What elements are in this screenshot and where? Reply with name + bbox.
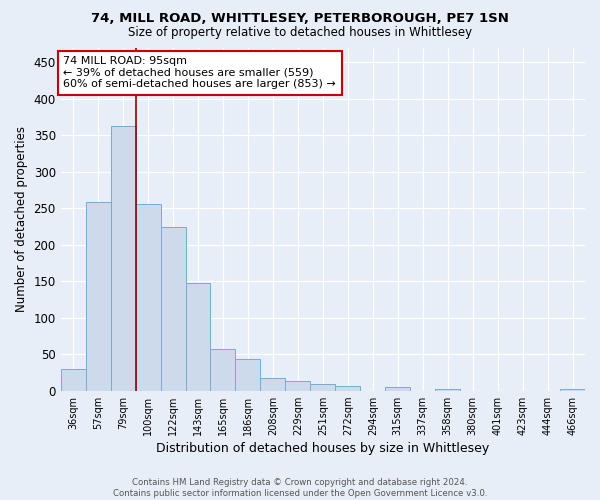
Bar — [335, 386, 360, 390]
Bar — [560, 388, 585, 390]
Bar — [235, 358, 260, 390]
Bar — [211, 349, 235, 391]
Bar — [385, 387, 410, 390]
Bar — [185, 284, 211, 391]
Text: 74 MILL ROAD: 95sqm
← 39% of detached houses are smaller (559)
60% of semi-detac: 74 MILL ROAD: 95sqm ← 39% of detached ho… — [63, 56, 336, 90]
Bar — [310, 384, 335, 390]
Bar — [110, 126, 136, 390]
Text: Size of property relative to detached houses in Whittlesey: Size of property relative to detached ho… — [128, 26, 472, 39]
Text: Contains HM Land Registry data © Crown copyright and database right 2024.
Contai: Contains HM Land Registry data © Crown c… — [113, 478, 487, 498]
Bar — [435, 389, 460, 390]
Bar — [86, 202, 110, 390]
Bar — [61, 369, 86, 390]
Bar — [136, 204, 161, 390]
Text: 74, MILL ROAD, WHITTLESEY, PETERBOROUGH, PE7 1SN: 74, MILL ROAD, WHITTLESEY, PETERBOROUGH,… — [91, 12, 509, 26]
Bar — [260, 378, 286, 390]
X-axis label: Distribution of detached houses by size in Whittlesey: Distribution of detached houses by size … — [156, 442, 490, 455]
Bar — [161, 227, 185, 390]
Bar — [286, 381, 310, 390]
Y-axis label: Number of detached properties: Number of detached properties — [15, 126, 28, 312]
